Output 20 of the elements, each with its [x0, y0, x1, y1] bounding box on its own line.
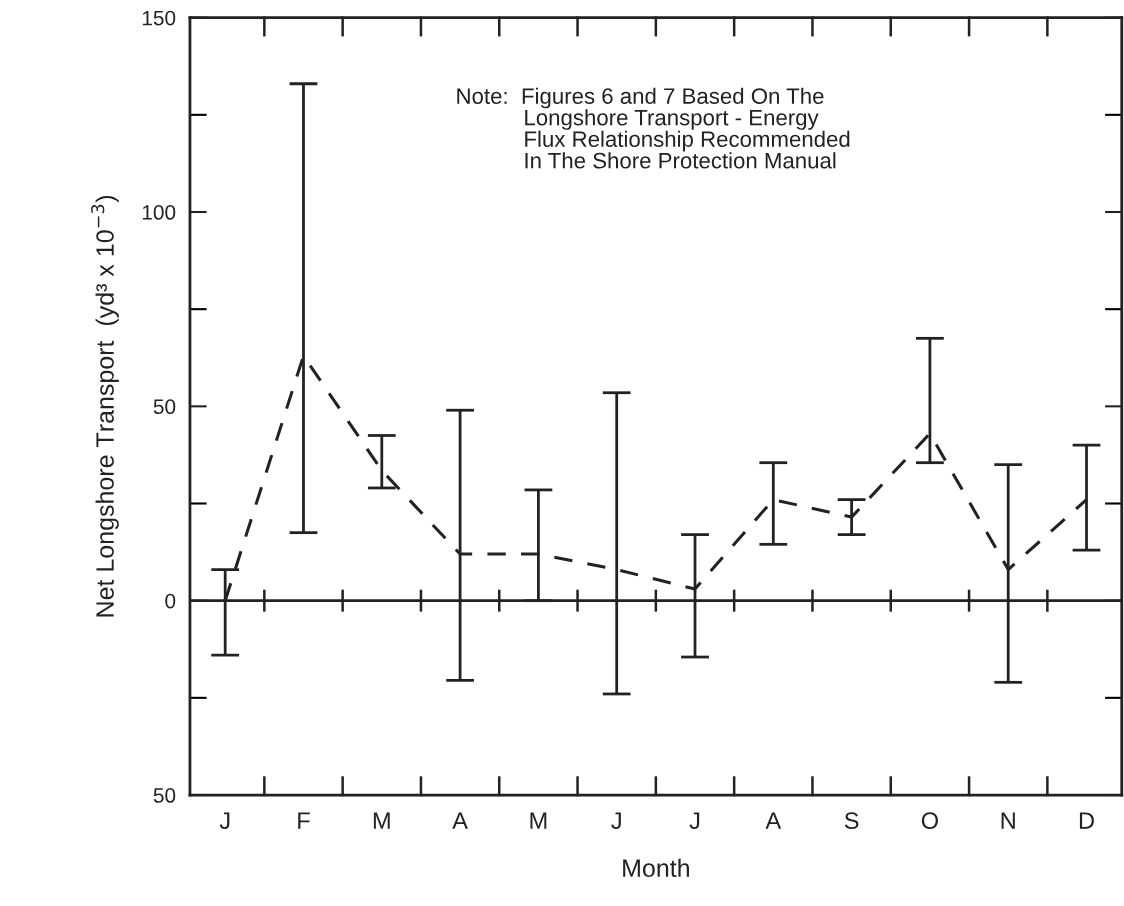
x-tick-label: J: [219, 812, 230, 830]
x-tick-label: A: [765, 812, 782, 829]
x-tick-label: D: [1079, 812, 1094, 829]
x-tick-label: M: [373, 812, 390, 829]
x-tick-label: J: [689, 812, 700, 830]
x-tick-label: J: [611, 812, 621, 830]
y-tick-label: 0: [165, 593, 176, 609]
x-tick-label: M: [530, 812, 547, 829]
x-axis-title: Month: [623, 858, 689, 878]
x-tick-label: S: [844, 812, 859, 830]
y-tick-label: 100: [142, 205, 176, 220]
y-tick-label: 150: [142, 10, 176, 26]
x-tick-label: A: [452, 812, 468, 829]
y-tick-label: 50: [153, 399, 176, 415]
x-tick-label: N: [1001, 812, 1015, 829]
y-tick-label: 50: [153, 788, 176, 803]
x-tick-label: F: [298, 812, 310, 829]
y-axis-title: Net Longshore Transport (yd³ x 10$^{−3}$): [91, 195, 119, 617]
x-tick-label: O: [921, 812, 938, 830]
annotation: Note: Figures 6 and 7 Based On The Longshore Transport - Energy Flux Relationship Recommended In The Shore Protection Manual: [457, 87, 850, 169]
